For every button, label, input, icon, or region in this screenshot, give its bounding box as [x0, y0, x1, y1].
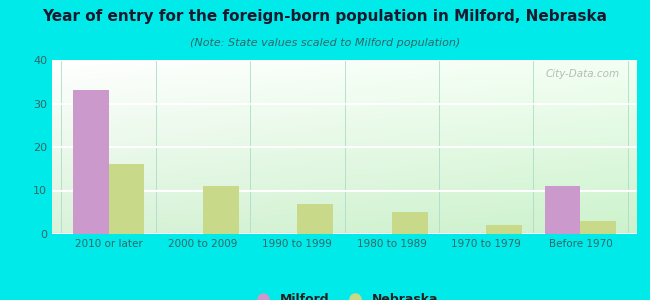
- Bar: [545, 186, 580, 234]
- Bar: [392, 212, 428, 234]
- Bar: [486, 225, 522, 234]
- Bar: [73, 91, 109, 234]
- Text: Year of entry for the foreign-born population in Milford, Nebraska: Year of entry for the foreign-born popul…: [42, 9, 608, 24]
- Bar: [109, 164, 144, 234]
- Bar: [203, 186, 239, 234]
- Text: (Note: State values scaled to Milford population): (Note: State values scaled to Milford po…: [190, 38, 460, 47]
- Bar: [580, 221, 616, 234]
- Bar: [297, 203, 333, 234]
- Text: City-Data.com: City-Data.com: [545, 69, 619, 79]
- Legend: Milford, Nebraska: Milford, Nebraska: [245, 288, 444, 300]
